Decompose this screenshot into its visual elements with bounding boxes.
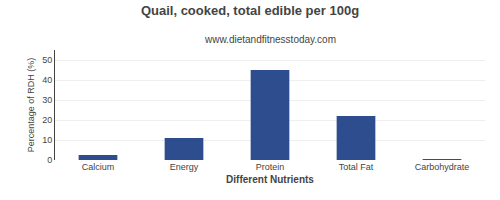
svg-text:Quail, cooked, total edible pe: Quail, cooked, total edible per 100g bbox=[141, 3, 359, 18]
svg-text:Energy: Energy bbox=[170, 162, 199, 172]
svg-text:Percentage of RDH (%): Percentage of RDH (%) bbox=[26, 58, 36, 153]
svg-text:40: 40 bbox=[42, 75, 52, 85]
svg-text:Carbohydrate: Carbohydrate bbox=[415, 162, 470, 172]
svg-text:30: 30 bbox=[42, 95, 52, 105]
svg-text:20: 20 bbox=[42, 115, 52, 125]
svg-text:10: 10 bbox=[42, 135, 52, 145]
svg-text:Calcium: Calcium bbox=[82, 162, 115, 172]
svg-text:Different Nutrients: Different Nutrients bbox=[226, 174, 314, 185]
svg-text:Total Fat: Total Fat bbox=[339, 162, 374, 172]
svg-text:0: 0 bbox=[47, 155, 52, 165]
svg-text:50: 50 bbox=[42, 55, 52, 65]
svg-text:Protein: Protein bbox=[256, 162, 285, 172]
svg-text:www.dietandfitnesstoday.com: www.dietandfitnesstoday.com bbox=[204, 34, 336, 45]
